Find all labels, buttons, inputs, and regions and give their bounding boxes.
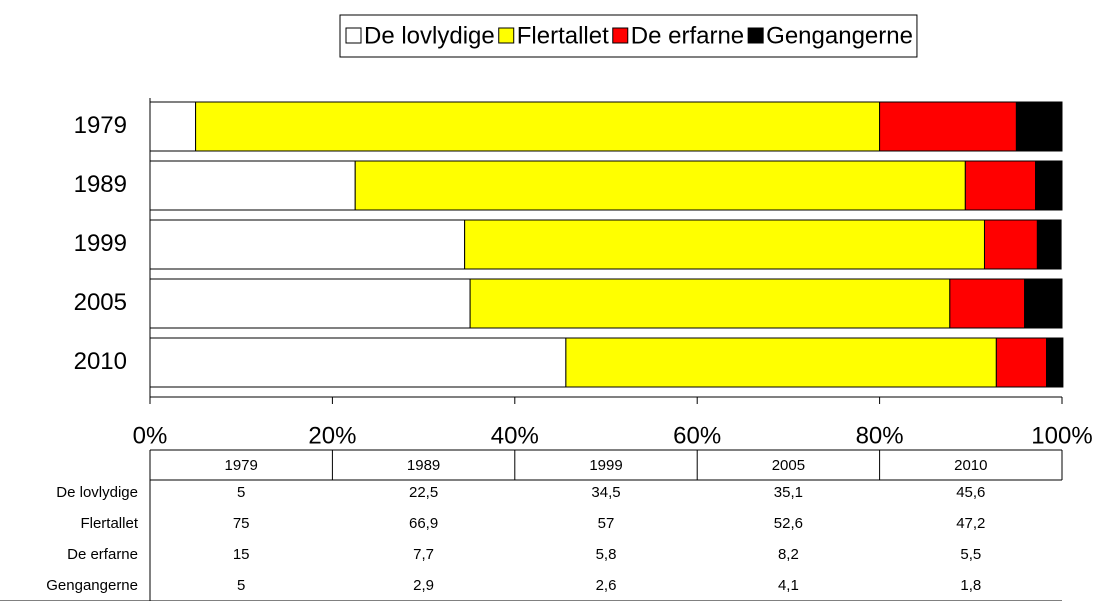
bar-segment bbox=[469, 278, 951, 329]
legend-label: Gengangerne bbox=[766, 22, 913, 49]
bar-segment bbox=[1045, 337, 1064, 388]
table-header: 1979 bbox=[225, 457, 258, 474]
table-cell: 2,6 bbox=[596, 577, 617, 594]
table-cell: 7,7 bbox=[413, 546, 434, 563]
x-tick-label: 60% bbox=[673, 422, 721, 449]
table-header: 1989 bbox=[407, 457, 440, 474]
table-row-label: De lovlydige bbox=[56, 484, 138, 501]
table-cell: 1,8 bbox=[960, 577, 981, 594]
table-cell: 34,5 bbox=[591, 484, 620, 501]
legend-label: De erfarne bbox=[631, 22, 744, 49]
y-tick-label: 2010 bbox=[74, 348, 127, 375]
x-tick-label: 0% bbox=[133, 422, 168, 449]
table-cell: 45,6 bbox=[956, 484, 985, 501]
bar-segment bbox=[1024, 278, 1063, 329]
bar-segment bbox=[354, 160, 966, 211]
table-cell: 5 bbox=[237, 577, 245, 594]
table-cell: 52,6 bbox=[774, 515, 803, 532]
bar-segment bbox=[149, 160, 356, 211]
legend-swatch bbox=[345, 27, 362, 44]
y-tick-label: 1999 bbox=[74, 230, 127, 257]
table-cell: 57 bbox=[598, 515, 615, 532]
table-cell: 8,2 bbox=[778, 546, 799, 563]
table-row-label: Flertallet bbox=[80, 515, 138, 532]
table-header: 2005 bbox=[772, 457, 805, 474]
bar-segment bbox=[879, 101, 1017, 152]
bar-segment bbox=[149, 337, 567, 388]
y-tick-label: 1989 bbox=[74, 171, 127, 198]
table-header: 2010 bbox=[954, 457, 987, 474]
table-cell: 47,2 bbox=[956, 515, 985, 532]
table-cell: 15 bbox=[233, 546, 250, 563]
legend-label: Flertallet bbox=[517, 22, 609, 49]
bar-segment bbox=[1035, 160, 1063, 211]
y-tick-label: 1979 bbox=[74, 112, 127, 139]
table-cell: 5,8 bbox=[596, 546, 617, 563]
bar-segment bbox=[149, 278, 471, 329]
bar-segment bbox=[565, 337, 997, 388]
table-row-label: De erfarne bbox=[67, 546, 138, 563]
bar-segment bbox=[195, 101, 881, 152]
legend-box bbox=[339, 14, 918, 58]
table-cell: 4,1 bbox=[778, 577, 799, 594]
legend-swatch bbox=[747, 27, 764, 44]
bar-segment bbox=[1015, 101, 1063, 152]
table-cell: 75 bbox=[233, 515, 250, 532]
table-cell: 2,9 bbox=[413, 577, 434, 594]
x-tick-label: 40% bbox=[491, 422, 539, 449]
legend-swatch bbox=[498, 27, 515, 44]
bar-segment bbox=[995, 337, 1047, 388]
bar-segment bbox=[464, 219, 985, 270]
y-tick-label: 2005 bbox=[74, 289, 127, 316]
bar-segment bbox=[149, 219, 466, 270]
table-cell: 35,1 bbox=[774, 484, 803, 501]
table-cell: 22,5 bbox=[409, 484, 438, 501]
x-tick-label: 100% bbox=[1031, 422, 1092, 449]
table-row-label: Gengangerne bbox=[46, 577, 138, 594]
bar-segment bbox=[1036, 219, 1062, 270]
bar-segment bbox=[149, 101, 197, 152]
legend-swatch bbox=[612, 27, 629, 44]
x-tick-label: 20% bbox=[308, 422, 356, 449]
table-cell: 5 bbox=[237, 484, 245, 501]
bar-segment bbox=[964, 160, 1037, 211]
table-header: 1999 bbox=[589, 457, 622, 474]
legend-label: De lovlydige bbox=[364, 22, 495, 49]
table-cell: 66,9 bbox=[409, 515, 438, 532]
bar-segment bbox=[949, 278, 1026, 329]
x-tick-label: 80% bbox=[856, 422, 904, 449]
table-cell: 5,5 bbox=[960, 546, 981, 563]
bar-segment bbox=[983, 219, 1038, 270]
